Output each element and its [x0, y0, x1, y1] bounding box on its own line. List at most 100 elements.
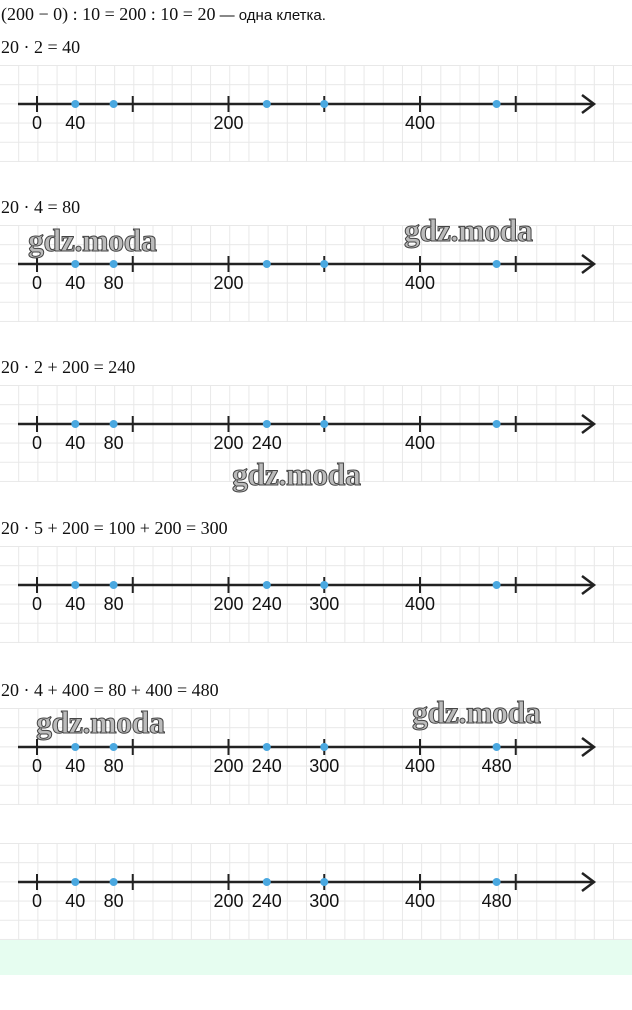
point-label: 80: [104, 891, 124, 911]
point: [320, 260, 329, 268]
point-label: 0: [32, 113, 42, 133]
point: [320, 100, 329, 108]
point: [492, 260, 501, 268]
number-line: 0 40 200 400: [18, 94, 597, 133]
point: [71, 260, 80, 268]
point-label: 400: [405, 756, 435, 776]
point-label: 40: [65, 594, 85, 614]
point: [109, 420, 118, 428]
intro: (200 − 0) : 10 = 200 : 10 = 20 — одна кл…: [1, 4, 326, 25]
number-line-grid: 0 40 80 200 240 300 400 480: [0, 843, 632, 940]
point: [109, 260, 118, 268]
point-label: 300: [309, 891, 339, 911]
arrow-head: [581, 737, 597, 757]
point-label: 80: [104, 756, 124, 776]
point-label: 200: [213, 891, 243, 911]
watermark: gdz.moda: [35, 704, 165, 741]
formula: 20 · 5 + 200 = 100 + 200 = 300: [1, 518, 228, 538]
point-label: 80: [104, 273, 124, 293]
point-label: 300: [309, 594, 339, 614]
point-label: 200: [213, 273, 243, 293]
point-label: 240: [252, 433, 282, 453]
intro-formula: (200 − 0) : 10 = 200 : 10 = 20: [1, 4, 216, 24]
point-label: 200: [213, 594, 243, 614]
arrow-head: [581, 254, 597, 274]
point: [262, 743, 271, 751]
point: [492, 878, 501, 886]
point: [71, 581, 80, 589]
number-line: 0 40 80 200 240 300 400 480: [18, 737, 597, 776]
point: [109, 581, 118, 589]
point-label: 200: [213, 113, 243, 133]
point: [320, 581, 329, 589]
arrow-head: [581, 575, 597, 595]
point-label: 300: [309, 756, 339, 776]
point: [71, 420, 80, 428]
point: [320, 878, 329, 886]
point: [262, 581, 271, 589]
point-label: 40: [65, 433, 85, 453]
number-line-grid: 0 40 80 200 400: [0, 225, 632, 322]
watermark: gdz.moda: [231, 456, 361, 493]
number-line-grid: 0 40 80 200 240 300 400: [0, 546, 632, 643]
number-line: 0 40 80 200 240 300 400: [18, 575, 597, 614]
point-label: 80: [104, 594, 124, 614]
point: [262, 260, 271, 268]
point: [492, 420, 501, 428]
formula: 20 · 2 + 200 = 240: [1, 357, 136, 377]
point: [492, 581, 501, 589]
point-label: 480: [482, 756, 512, 776]
formula: 20 · 4 + 400 = 80 + 400 = 480: [1, 680, 219, 700]
point-label: 480: [482, 891, 512, 911]
point-label: 40: [65, 273, 85, 293]
point-label: 200: [213, 433, 243, 453]
watermark: gdz.moda: [403, 212, 533, 249]
point: [71, 878, 80, 886]
point-label: 0: [32, 594, 42, 614]
point: [320, 420, 329, 428]
point: [262, 878, 271, 886]
point-label: 240: [252, 891, 282, 911]
point: [320, 743, 329, 751]
point-label: 400: [405, 891, 435, 911]
point-label: 400: [405, 113, 435, 133]
point: [492, 100, 501, 108]
point: [71, 743, 80, 751]
point-label: 40: [65, 891, 85, 911]
number-line: 0 40 80 200 400: [18, 254, 597, 293]
formula: 20 · 4 = 80: [1, 197, 81, 217]
point-label: 200: [213, 756, 243, 776]
point-label: 240: [252, 594, 282, 614]
number-line: 0 40 80 200 240 400: [18, 414, 597, 453]
watermark: gdz.moda: [411, 694, 541, 731]
number-line: 0 40 80 200 240 300 400 480: [18, 872, 597, 911]
point-label: 240: [252, 756, 282, 776]
point-label: 0: [32, 891, 42, 911]
intro-text: — одна клетка.: [215, 7, 326, 24]
point-label: 40: [65, 113, 85, 133]
footer-bar: [0, 940, 632, 975]
point-label: 0: [32, 273, 42, 293]
point-label: 0: [32, 433, 42, 453]
point: [262, 420, 271, 428]
point: [71, 100, 80, 108]
watermark: gdz.moda: [27, 222, 157, 259]
point-label: 0: [32, 756, 42, 776]
point-label: 400: [405, 273, 435, 293]
number-line-grid: 0 40 80 200 240 300 400 480: [0, 708, 632, 805]
point: [109, 878, 118, 886]
point: [262, 100, 271, 108]
arrow-head: [581, 94, 597, 114]
point-label: 400: [405, 594, 435, 614]
number-line-grid: 0 40 80 200 240 400: [0, 385, 632, 482]
arrow-head: [581, 414, 597, 434]
point-label: 400: [405, 433, 435, 453]
point: [109, 100, 118, 108]
point: [109, 743, 118, 751]
point-label: 40: [65, 756, 85, 776]
point-label: 80: [104, 433, 124, 453]
arrow-head: [581, 872, 597, 892]
number-line-grid: 0 40 200 400: [0, 65, 632, 162]
formula: 20 · 2 = 40: [1, 37, 81, 57]
